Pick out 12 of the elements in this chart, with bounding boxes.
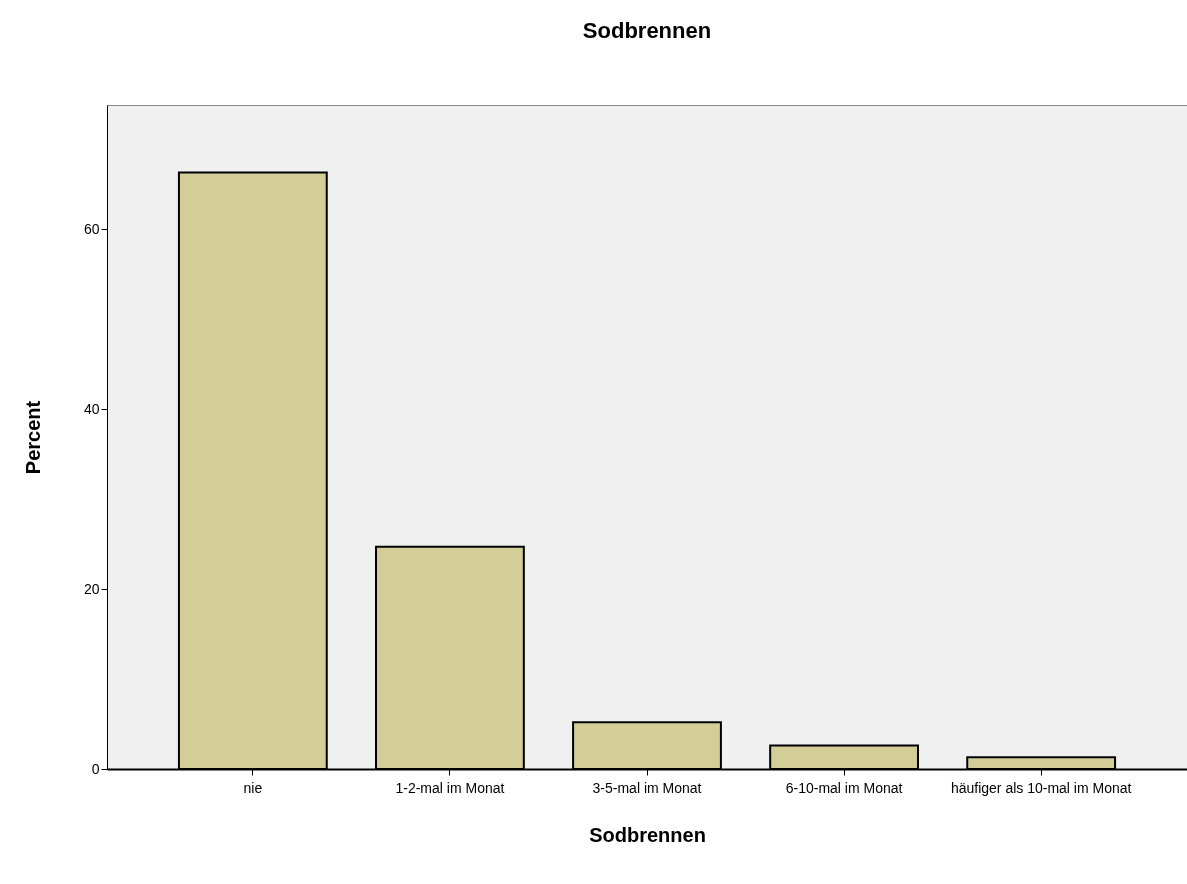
y-tick-label: 40 <box>83 400 100 417</box>
y-tick-label: 20 <box>83 580 100 597</box>
x-tick-label: nie <box>243 779 263 796</box>
x-axis-title: Sodbrennen <box>589 823 706 846</box>
y-tick-label: 60 <box>83 220 100 237</box>
x-tick-label: häufiger als 10-mal im Monat <box>950 779 1132 796</box>
x-tick-label: 6-10-mal im Monat <box>785 779 903 796</box>
y-tick-label: 0 <box>91 760 100 777</box>
x-tick-label: 1-2-mal im Monat <box>395 779 505 796</box>
y-axis-title: Percent <box>21 400 44 475</box>
chart-title: Sodbrennen <box>582 18 712 43</box>
x-tick-label: 3-5-mal im Monat <box>592 779 702 796</box>
